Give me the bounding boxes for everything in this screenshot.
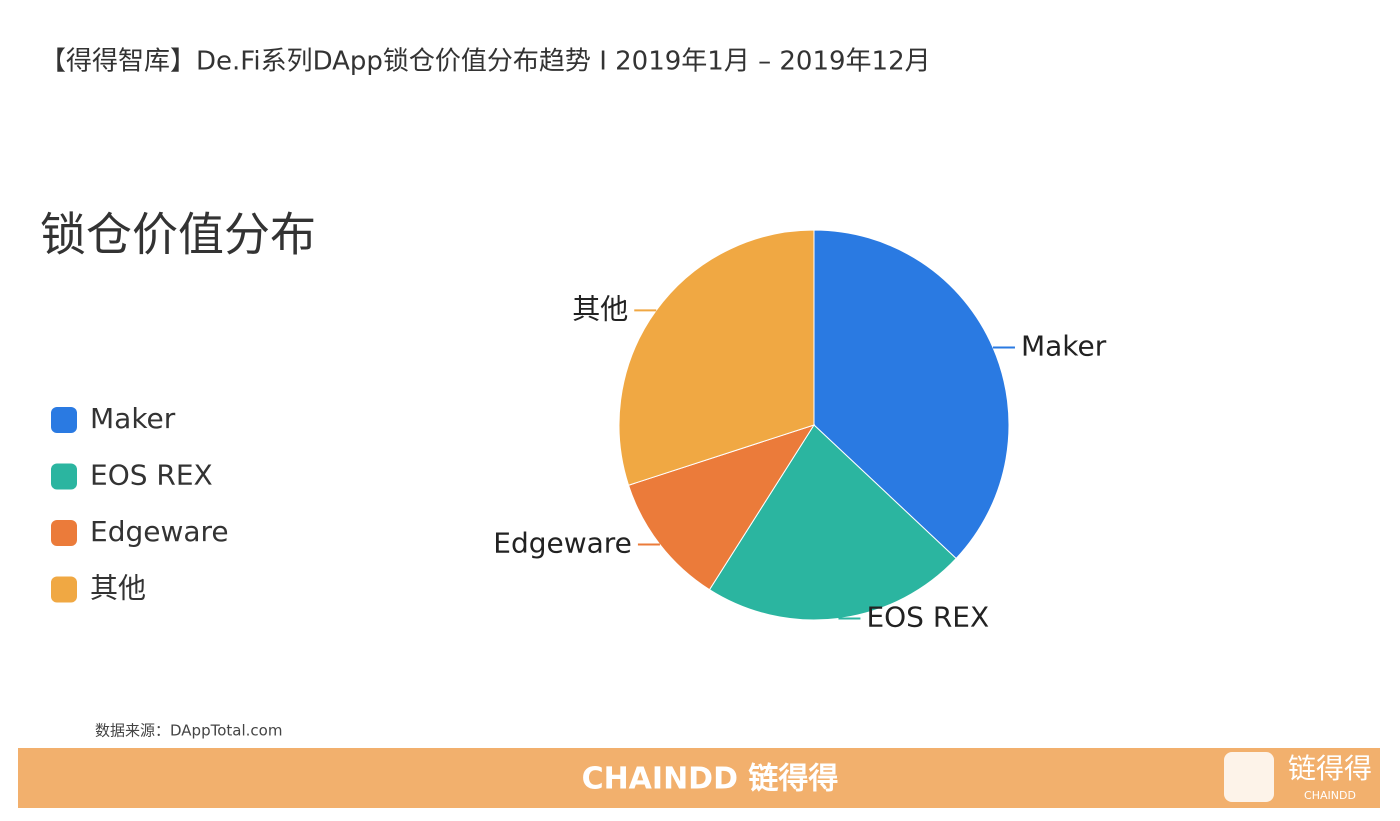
pie-slice [813, 229, 1010, 560]
legend-swatch [51, 463, 77, 490]
slice-label: Maker [1021, 330, 1107, 363]
footer-brand: CHAINDD 链得得 [582, 762, 839, 797]
legend-label: 其他 [90, 572, 146, 605]
pie-slice [618, 229, 815, 486]
page-title: 【得得智库】De.Fi系列DApp锁仓价值分布趋势 I 2019年1月 – 20… [40, 47, 931, 77]
legend-swatch [51, 576, 77, 603]
source-note: 数据来源：DAppTotal.com [95, 722, 282, 740]
slice-label: 其他 [572, 292, 628, 325]
slice-label: EOS REX [866, 600, 989, 633]
chart-title: 锁仓价值分布 [40, 208, 316, 262]
legend-label: Maker [90, 402, 176, 435]
footer-band [18, 748, 1380, 808]
legend-swatch [51, 520, 77, 546]
legend-swatch [51, 407, 77, 433]
logo-text: 链得得 [1288, 752, 1372, 785]
legend-label: Edgeware [90, 515, 229, 548]
pie-slice [627, 424, 816, 591]
slice-label: Edgeware [493, 527, 632, 560]
legend-label: EOS REX [90, 459, 213, 492]
logo-icon [1224, 752, 1274, 802]
logo-sub: CHAINDD [1304, 789, 1356, 802]
